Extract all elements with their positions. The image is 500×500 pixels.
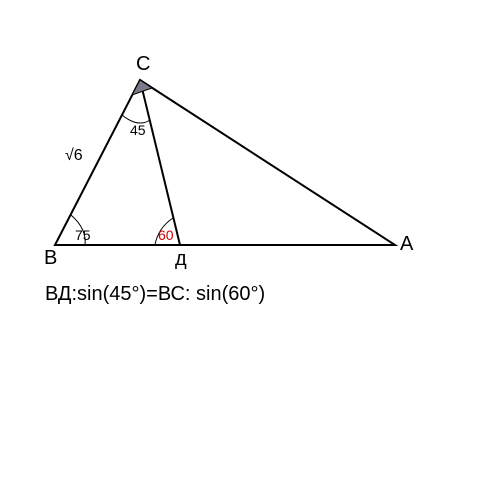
vertex-label-c: С — [136, 53, 150, 75]
apex-marker — [132, 80, 152, 95]
cevian-cd — [140, 80, 180, 245]
vertex-label-b: В — [44, 247, 57, 269]
law-of-sines-formula: ВД:sin(45°)=ВС: sin(60°) — [45, 283, 265, 305]
triangle-diagram: С В А д 45 75 60 √6 ВД:sin(45°)=ВС: sin(… — [0, 0, 500, 500]
side-label-bc: √6 — [65, 147, 83, 164]
angle-value-c: 45 — [130, 122, 146, 138]
triangle-outline — [55, 80, 395, 245]
vertex-label-a: А — [400, 233, 414, 255]
angle-value-d: 60 — [158, 227, 174, 243]
vertex-label-d: д — [175, 248, 187, 270]
angle-value-b: 75 — [75, 227, 91, 243]
